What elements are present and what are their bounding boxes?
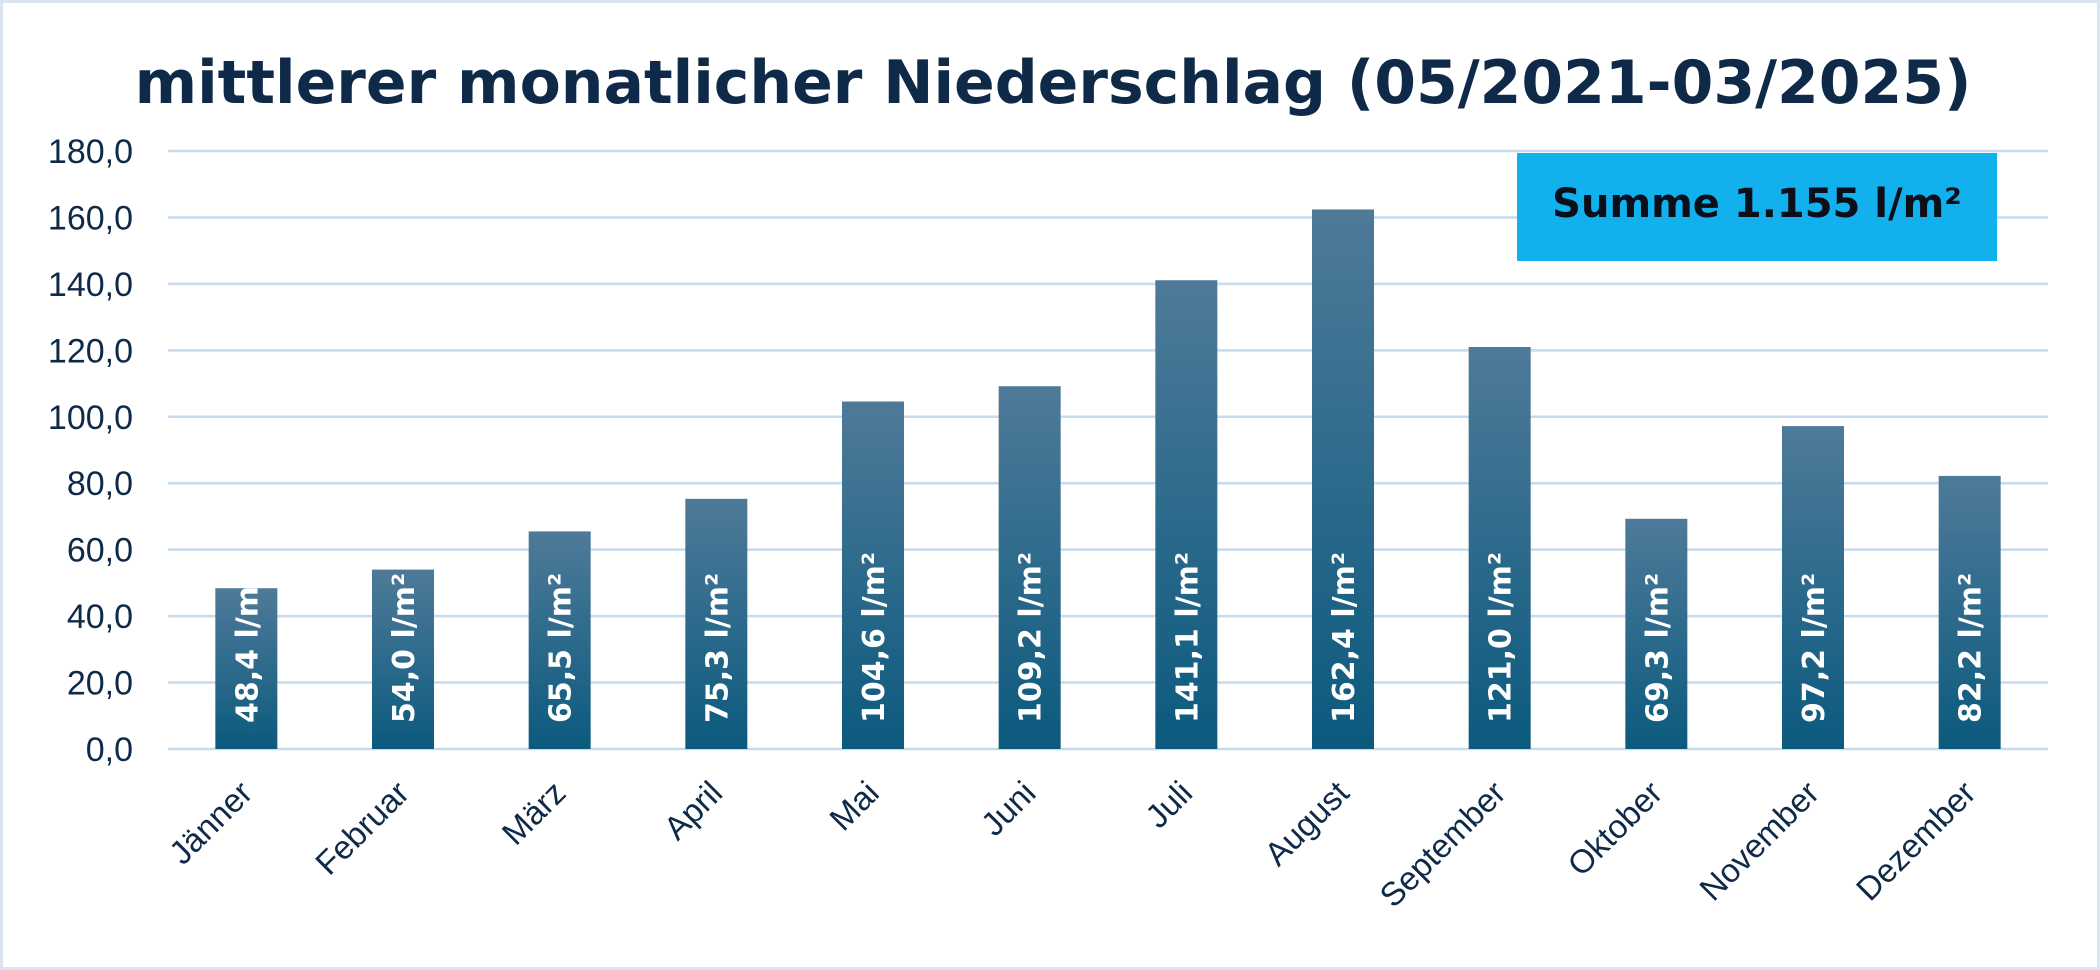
x-category-label: Dezember <box>1849 774 1983 908</box>
y-tick-label: 20,0 <box>67 665 133 703</box>
x-category-label: Juli <box>1138 774 1199 835</box>
bar-data-label: 75,3 l/m² <box>700 573 735 723</box>
bar-data-label: 82,2 l/m² <box>1954 573 1989 723</box>
y-tick-label: 60,0 <box>67 532 133 570</box>
x-category-label: Februar <box>308 774 416 882</box>
bar <box>842 401 904 749</box>
bar <box>1155 280 1218 749</box>
bar <box>1312 209 1374 749</box>
y-tick-label: 160,0 <box>48 199 133 237</box>
x-category-label: April <box>656 774 729 847</box>
bar <box>998 386 1061 749</box>
x-category-label: November <box>1692 774 1826 908</box>
chart-title: mittlerer monatlicher Niederschlag (05/2… <box>135 48 1972 118</box>
y-tick-label: 120,0 <box>48 332 133 370</box>
bar-data-label: 48,4 l/m² <box>230 573 265 723</box>
y-tick-label: 40,0 <box>67 598 133 636</box>
bar-chart: mittlerer monatlicher Niederschlag (05/2… <box>48 48 2048 914</box>
bars <box>215 209 2001 749</box>
x-category-label: Juni <box>974 774 1043 843</box>
bar-data-label: 69,3 l/m² <box>1640 573 1675 723</box>
bar <box>1468 347 1531 749</box>
bar <box>215 588 278 749</box>
y-tick-label: 80,0 <box>67 465 133 503</box>
gridlines <box>168 149 2048 751</box>
y-axis-ticks: 0,0 20,0 40,0 60,0 80,0 100,0 120,0 140,0 160,0 1… <box>48 133 133 769</box>
x-category-label: August <box>1257 774 1356 873</box>
bar-data-label: 104,6 l/m² <box>857 552 892 723</box>
y-tick-label: 180,0 <box>48 133 133 171</box>
bar-data-labels: 48,4 l/m² 54,0 l/m² 65,5 l/m² 75,3 l/m² 104,… <box>230 552 1988 723</box>
y-tick-label: 0,0 <box>86 731 133 769</box>
x-category-label: Mai <box>822 774 886 838</box>
bar-data-label: 54,0 l/m² <box>387 573 422 723</box>
x-category-label: März <box>495 774 573 852</box>
sum-annotation-text: Summe 1.155 l/m² <box>1552 181 1962 227</box>
y-tick-label: 100,0 <box>48 399 133 437</box>
bar-data-label: 65,5 l/m² <box>544 573 579 723</box>
bar <box>528 531 591 749</box>
x-category-label: September <box>1372 774 1512 914</box>
sum-annotation: Summe 1.155 l/m² <box>1517 153 1997 261</box>
bar-data-label: 109,2 l/m² <box>1014 552 1049 723</box>
x-axis-categories: Jänner Februar März April Mai Juni Juli August S… <box>162 774 1983 914</box>
bar-data-label: 121,0 l/m² <box>1484 552 1519 723</box>
bar <box>1625 518 1688 749</box>
x-category-label: Oktober <box>1560 774 1669 883</box>
bar-data-label: 97,2 l/m² <box>1797 573 1832 723</box>
sum-annotation-box <box>1517 153 1997 261</box>
x-category-label: Jänner <box>162 774 260 872</box>
bar <box>372 569 434 749</box>
bar-data-label: 162,4 l/m² <box>1327 552 1362 723</box>
bar <box>1938 475 2001 749</box>
y-tick-label: 140,0 <box>48 266 133 304</box>
bar <box>1782 426 1844 749</box>
bar-data-label: 141,1 l/m² <box>1170 552 1205 723</box>
bar <box>685 498 748 749</box>
